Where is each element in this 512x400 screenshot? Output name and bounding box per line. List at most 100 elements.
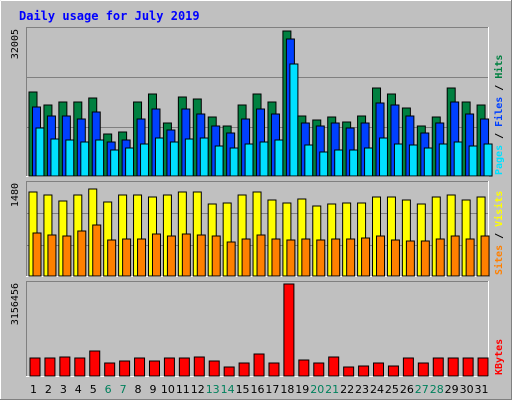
bar-pages-day-2 <box>50 138 60 177</box>
bar-sites-day-4 <box>77 230 87 277</box>
day-label-6: 6 <box>105 383 112 396</box>
day-label-7: 7 <box>120 383 127 396</box>
bar-kbytes-day-10 <box>163 357 175 377</box>
bar-kbytes-day-29 <box>447 357 459 377</box>
panel-kbytes-max-label: 3156456 <box>10 283 21 325</box>
bar-pages-day-22 <box>349 149 359 177</box>
bar-sites-day-22 <box>346 238 356 277</box>
bar-kbytes-day-17 <box>268 362 280 377</box>
bar-sites-day-16 <box>256 234 266 277</box>
legend-item-usage-2: Files <box>493 97 505 127</box>
bar-kbytes-day-12 <box>193 356 205 377</box>
bar-kbytes-day-5 <box>89 350 101 377</box>
bar-sites-day-28 <box>435 238 445 277</box>
bar-sites-day-21 <box>331 238 341 277</box>
day-label-20: 20 <box>310 383 324 396</box>
bar-kbytes-day-7 <box>119 360 131 377</box>
chart-panels: 32005 Pages / Files / Hits 1480 Sites / Vis… <box>10 27 505 396</box>
bar-pages-day-18 <box>289 63 299 177</box>
bar-pages-day-1 <box>35 127 45 177</box>
bar-pages-day-31 <box>483 143 493 177</box>
bar-sites-day-25 <box>390 239 400 277</box>
bar-pages-day-23 <box>364 147 374 177</box>
day-label-21: 21 <box>325 383 339 396</box>
day-label-14: 14 <box>221 383 235 396</box>
bar-pages-day-26 <box>408 144 418 177</box>
bar-kbytes-day-4 <box>74 357 86 377</box>
bar-pages-day-28 <box>438 143 448 177</box>
day-label-13: 13 <box>206 383 220 396</box>
bar-pages-day-10 <box>169 141 179 177</box>
bar-kbytes-day-15 <box>238 362 250 377</box>
day-label-8: 8 <box>135 383 142 396</box>
bar-kbytes-day-30 <box>462 357 474 377</box>
bar-sites-day-3 <box>62 235 72 277</box>
legend-item-visits-1: / <box>494 227 505 245</box>
bar-kbytes-day-2 <box>44 357 56 377</box>
day-label-18: 18 <box>280 383 294 396</box>
bar-kbytes-day-18 <box>283 283 295 377</box>
bar-kbytes-day-9 <box>148 360 160 377</box>
panel-visits: 1480 Sites / Visits <box>10 181 505 277</box>
legend-item-usage-3: / <box>494 79 505 97</box>
bar-pages-day-24 <box>379 137 389 177</box>
bar-sites-day-13 <box>211 235 221 277</box>
bar-kbytes-day-28 <box>432 357 444 377</box>
panel-kbytes: 3156456 KBytes <box>10 281 505 377</box>
bar-kbytes-day-11 <box>178 357 190 377</box>
day-label-27: 27 <box>415 383 429 396</box>
bar-kbytes-day-3 <box>59 356 71 377</box>
bar-pages-day-14 <box>229 147 239 177</box>
bar-sites-day-6 <box>107 239 117 277</box>
day-label-17: 17 <box>265 383 279 396</box>
panel-visits-legend: Sites / Visits <box>493 191 505 275</box>
day-label-16: 16 <box>251 383 265 396</box>
bar-kbytes-day-20 <box>313 362 325 377</box>
day-label-10: 10 <box>161 383 175 396</box>
bar-pages-day-11 <box>184 138 194 177</box>
legend-item-usage-4: Hits <box>493 55 505 79</box>
bar-sites-day-26 <box>405 240 415 277</box>
bar-sites-day-15 <box>241 238 251 277</box>
bar-sites-day-17 <box>271 238 281 277</box>
bar-sites-day-27 <box>420 240 430 277</box>
bar-sites-day-29 <box>450 235 460 277</box>
bar-kbytes-day-1 <box>29 357 41 377</box>
bar-pages-day-9 <box>154 137 164 177</box>
bar-pages-day-13 <box>214 145 224 177</box>
bar-kbytes-day-19 <box>298 359 310 377</box>
bar-kbytes-day-23 <box>358 365 370 377</box>
day-label-4: 4 <box>75 383 82 396</box>
day-label-26: 26 <box>400 383 414 396</box>
bar-sites-day-10 <box>166 235 176 277</box>
bar-sites-day-14 <box>226 241 236 277</box>
bar-sites-day-20 <box>316 239 326 277</box>
day-label-24: 24 <box>370 383 384 396</box>
bar-sites-day-11 <box>181 233 191 277</box>
bar-pages-day-17 <box>274 139 284 177</box>
bar-pages-day-30 <box>468 145 478 177</box>
day-label-22: 22 <box>340 383 354 396</box>
bar-sites-day-5 <box>92 224 102 277</box>
bar-pages-day-5 <box>95 139 105 177</box>
day-label-12: 12 <box>191 383 205 396</box>
bar-sites-day-19 <box>301 238 311 277</box>
bar-kbytes-day-16 <box>253 353 265 377</box>
bar-kbytes-day-14 <box>223 366 235 377</box>
panel-usage: 32005 Pages / Files / Hits <box>10 27 505 177</box>
day-label-19: 19 <box>295 383 309 396</box>
panel-usage-max-label: 32005 <box>10 29 21 59</box>
bar-sites-day-31 <box>480 235 490 277</box>
bar-pages-day-4 <box>80 141 90 177</box>
legend-item-visits-2: Visits <box>493 191 505 227</box>
day-label-29: 29 <box>445 383 459 396</box>
day-label-25: 25 <box>385 383 399 396</box>
bar-sites-day-2 <box>47 234 57 277</box>
bar-sites-day-24 <box>376 235 386 277</box>
day-label-11: 11 <box>176 383 190 396</box>
bar-sites-day-18 <box>286 239 296 277</box>
bar-pages-day-8 <box>140 143 150 177</box>
bar-pages-day-25 <box>393 143 403 177</box>
legend-item-usage-1: / <box>494 127 505 145</box>
